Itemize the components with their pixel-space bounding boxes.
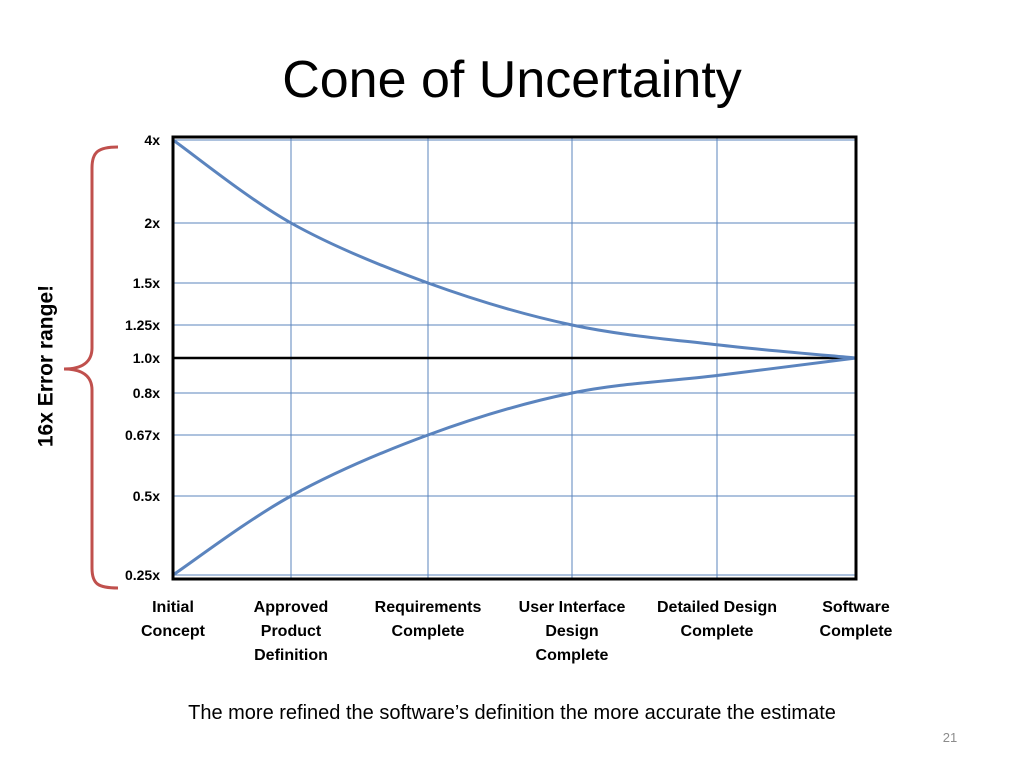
x-category-label-line: Complete bbox=[820, 623, 893, 640]
cone-chart: 4x 2x 1.5x 1.25x 1.0x 0.8x 0.67x 0.5x 0.25x Init… bbox=[35, 132, 893, 664]
y-tick-label: 0.67x bbox=[125, 427, 160, 443]
page-number: 21 bbox=[942, 730, 958, 745]
x-category-label-line: Design bbox=[545, 623, 598, 640]
x-category-label: Approved Product Definition bbox=[254, 599, 329, 664]
x-category-label: User Interface Design Complete bbox=[519, 599, 626, 664]
slide-title: Cone of Uncertainty bbox=[282, 51, 742, 109]
x-category-label-line: Requirements bbox=[375, 599, 482, 616]
error-range-brace bbox=[63, 145, 119, 590]
x-category-label-line: User Interface bbox=[519, 599, 626, 616]
y-tick-label: 1.5x bbox=[133, 275, 160, 291]
x-category-label-line: Software bbox=[822, 599, 890, 616]
y-tick-label: 4x bbox=[144, 132, 160, 148]
x-category-label: Software Complete bbox=[820, 599, 893, 640]
x-category-label-line: Concept bbox=[141, 623, 206, 640]
slide-caption: The more refined the software’s definiti… bbox=[188, 702, 836, 724]
y-tick-label: 1.0x bbox=[133, 350, 160, 366]
y-tick-label: 0.8x bbox=[133, 385, 160, 401]
plot-frame bbox=[171, 135, 858, 581]
x-category-label-line: Complete bbox=[681, 623, 754, 640]
x-category-label-line: Complete bbox=[392, 623, 465, 640]
x-category-label-line: Approved bbox=[254, 599, 329, 616]
x-category-label-line: Definition bbox=[254, 647, 328, 664]
y-tick-label: 2x bbox=[144, 215, 160, 231]
x-category-label-line: Product bbox=[261, 623, 322, 640]
x-category-label-line: Initial bbox=[152, 599, 194, 616]
y-tick-labels: 4x 2x 1.5x 1.25x 1.0x 0.8x 0.67x 0.5x 0.25x bbox=[125, 132, 160, 583]
error-range-label: 16x Error range! bbox=[35, 285, 58, 447]
lower-bound-line bbox=[172, 356, 857, 577]
x-category-labels: Initial Concept Approved Product Definition R… bbox=[141, 599, 893, 664]
y-tick-label: 0.25x bbox=[125, 567, 160, 583]
x-category-label: Requirements Complete bbox=[375, 599, 482, 640]
x-category-label: Initial Concept bbox=[141, 599, 206, 640]
x-category-label-line: Complete bbox=[536, 647, 609, 664]
x-category-label: Detailed Design Complete bbox=[657, 599, 777, 640]
y-tick-label: 1.25x bbox=[125, 317, 160, 333]
upper-bound-line bbox=[172, 138, 857, 360]
series-group bbox=[172, 138, 857, 577]
x-category-label-line: Detailed Design bbox=[657, 599, 777, 616]
y-tick-label: 0.5x bbox=[133, 488, 160, 504]
